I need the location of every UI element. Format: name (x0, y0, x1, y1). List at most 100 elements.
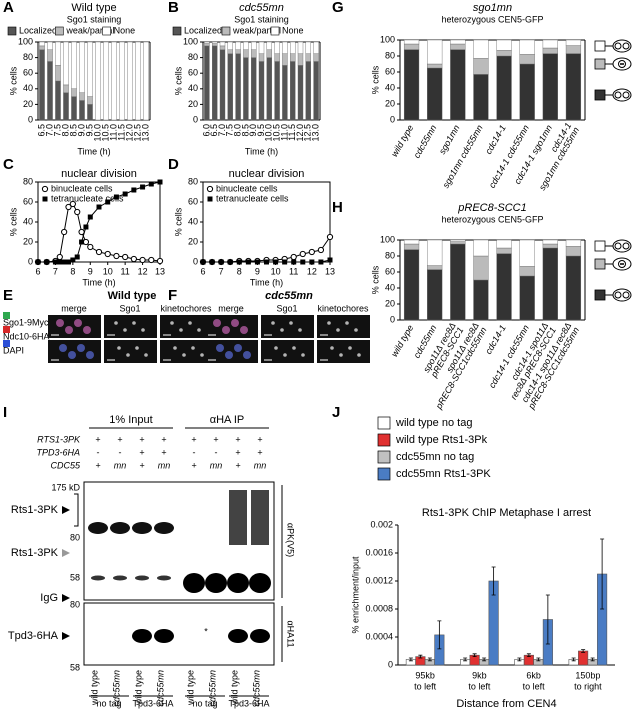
panel-letter: G (332, 0, 344, 16)
legend-marker (207, 196, 213, 202)
error-bar (408, 657, 413, 662)
signal (213, 319, 221, 327)
y-axis-label: % enrichment/input (350, 556, 360, 634)
point (69, 200, 76, 208)
point (148, 181, 154, 187)
legend-label: cdc55mn Rts1-3PK (396, 468, 491, 480)
bar-segment (542, 39, 558, 49)
y-tick-label: 40 (385, 282, 395, 292)
panel-letter: A (3, 0, 14, 16)
signal (240, 326, 248, 334)
y-tick-label: 60 (385, 266, 395, 276)
genotype-mark: - (193, 447, 196, 457)
x-tick-label: 7.5 (225, 124, 235, 137)
bar-segment (496, 253, 512, 321)
band-arrow (62, 594, 70, 602)
legend-swatch (594, 58, 606, 70)
y-tick-label: 0 (388, 659, 393, 669)
y-tick-label: 20 (385, 298, 395, 308)
bar-segment (297, 41, 304, 54)
legend-swatch (377, 433, 391, 447)
x-tick-label: 9.5 (84, 124, 94, 137)
bar-segment (111, 41, 117, 121)
bar-segment (519, 39, 535, 55)
point (35, 259, 41, 265)
genotype-label: RTS1-3PK (37, 434, 81, 444)
point (236, 259, 242, 265)
band-arrow (62, 506, 70, 514)
x-tick-label: sgo1mn (437, 123, 462, 156)
genotype-mark: mn (210, 460, 223, 470)
genotype-mark: + (257, 434, 262, 444)
group-label: no tag (192, 698, 217, 708)
error-bar (526, 653, 531, 657)
bar-segment (39, 41, 45, 47)
bar-segment (79, 100, 85, 121)
cell-icon (612, 57, 632, 71)
genotype-mark: - (97, 447, 100, 457)
x-tick-label: 10.0 (92, 124, 102, 142)
legend-marker (206, 185, 214, 193)
bar-segment (473, 239, 489, 257)
y-tick-label: 0 (193, 114, 198, 124)
bracket (74, 493, 79, 527)
bar-segment (473, 58, 489, 75)
x-tick-label: 11.5 (287, 124, 297, 141)
bar-segment (71, 88, 77, 97)
x-tick-label: 13.0 (310, 124, 320, 142)
x-tick-label: 8 (70, 266, 75, 276)
chart-title: cdc55mn (239, 2, 284, 14)
chart-title: Wild type (71, 2, 116, 14)
bar-segment (450, 49, 466, 121)
legend-label: None (114, 25, 136, 35)
error-bar (427, 657, 432, 662)
section-label: αHA IP (210, 414, 244, 426)
y-tick-label: 0 (390, 114, 395, 124)
point (52, 259, 58, 265)
signal (114, 321, 118, 325)
x-tick-label: 13 (325, 266, 335, 276)
genotype-mark: + (161, 447, 166, 457)
error-bar (482, 657, 487, 662)
band-label: Tpd3-6HA (8, 630, 59, 642)
point (291, 259, 297, 265)
legend-label: tetranucleate cells (51, 193, 124, 203)
group-label: Tpd3-6HA (228, 698, 269, 708)
point (130, 255, 137, 263)
column-label: kinetochores (160, 303, 212, 313)
x-tick-label: 10 (271, 266, 281, 276)
x-tick-label: 11 (120, 266, 129, 276)
legend-swatch (594, 258, 606, 270)
bar-segment (519, 239, 535, 267)
x-tick-label: 6.5 (36, 124, 46, 137)
nucleus-icon (622, 42, 630, 50)
point (318, 259, 324, 265)
point (131, 187, 137, 193)
x-tick-label: 8.0 (232, 124, 242, 137)
signal (191, 346, 195, 350)
bar-segment (290, 61, 296, 121)
cell-icon (612, 88, 632, 102)
legend-swatch (221, 26, 231, 36)
genotype-mark: + (95, 434, 100, 444)
bar-segment (450, 243, 466, 321)
x-tick-label: 8.5 (240, 124, 250, 137)
bar-segment (427, 269, 443, 321)
micrograph (317, 340, 370, 363)
legend-marker (41, 185, 49, 193)
x-tick-label: 12.0 (124, 124, 134, 142)
band (154, 629, 174, 643)
bar-segment (63, 92, 69, 121)
bar-segment (258, 53, 265, 62)
signal (83, 326, 91, 334)
y-tick-label: 20 (385, 98, 395, 108)
legend-label: wild type Rts1-3Pk (395, 434, 488, 446)
point (254, 259, 260, 265)
y-tick-label: 100 (380, 234, 395, 244)
bar-segment (519, 63, 535, 121)
legend-label: wild type no tag (395, 417, 472, 429)
bar-segment (519, 266, 535, 277)
point (300, 259, 306, 265)
x-tick-label: 7.0 (217, 124, 227, 137)
x-tick-label: 7.0 (44, 124, 54, 137)
